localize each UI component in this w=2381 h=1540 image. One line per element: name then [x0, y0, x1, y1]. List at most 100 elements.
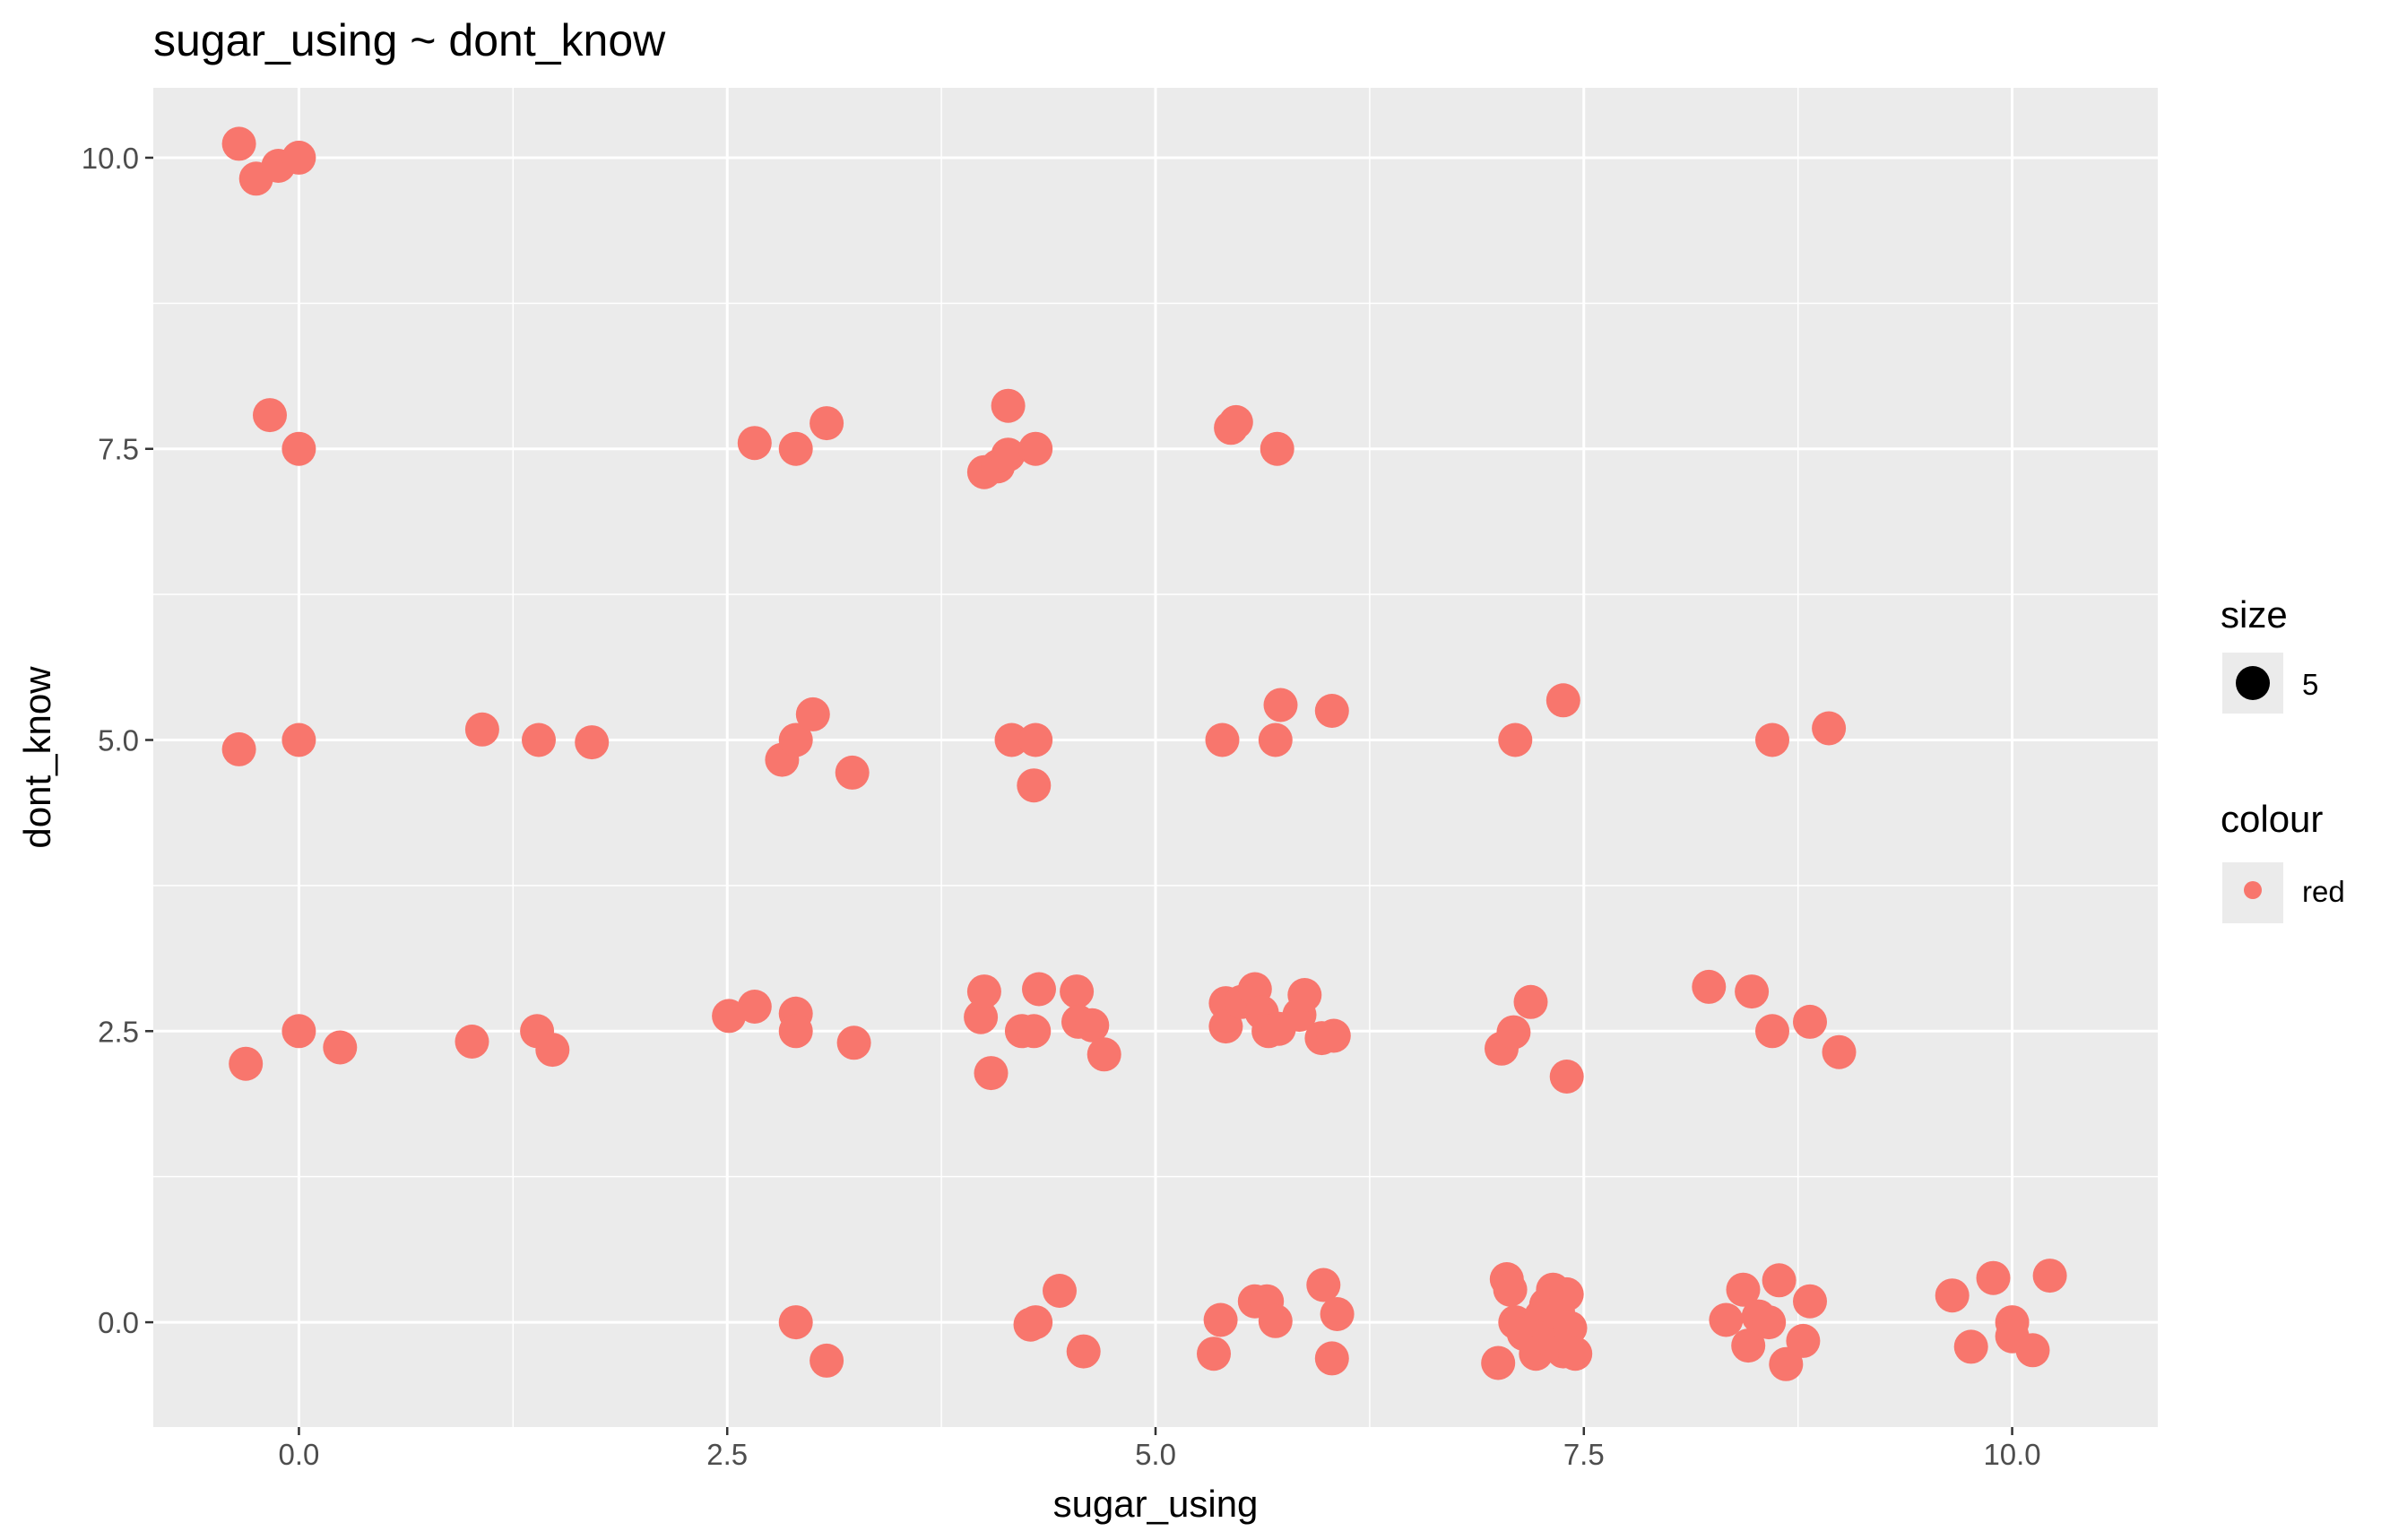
data-point	[281, 431, 316, 466]
data-point	[1018, 431, 1053, 466]
data-point	[1953, 1329, 1988, 1364]
y-tick-label: 0.0	[98, 1306, 139, 1339]
data-point	[1976, 1260, 2011, 1295]
data-point	[1314, 1341, 1349, 1376]
data-point	[1731, 1328, 1766, 1363]
data-point	[836, 1025, 871, 1060]
data-point	[1769, 1346, 1804, 1381]
data-point	[712, 999, 747, 1034]
data-point	[1320, 1297, 1355, 1331]
data-point	[1066, 1334, 1101, 1369]
data-point	[1022, 972, 1056, 1007]
data-point	[1287, 978, 1322, 1012]
data-point	[1481, 1345, 1516, 1380]
data-point	[464, 712, 499, 747]
data-point	[1793, 1284, 1827, 1319]
data-point	[1545, 683, 1580, 718]
data-point	[778, 1305, 813, 1340]
data-points	[221, 126, 2067, 1381]
data-point	[1726, 1272, 1761, 1307]
data-point	[810, 406, 844, 441]
data-point	[1260, 431, 1294, 466]
data-point	[1208, 1009, 1243, 1044]
data-point	[1553, 1311, 1588, 1345]
axis-ticks: 0.0 2.5 5.0 7.5 10.0 0.0 2.5 5.0 7.5 10.0	[82, 142, 2041, 1471]
data-point	[522, 722, 556, 757]
data-point	[455, 1025, 489, 1059]
data-point	[1493, 1272, 1528, 1307]
data-point	[795, 696, 830, 731]
data-point	[1087, 1037, 1121, 1072]
data-point	[1075, 1008, 1110, 1043]
data-point	[1812, 711, 1847, 746]
x-tick-label: 10.0	[1983, 1438, 2040, 1471]
data-point	[281, 722, 316, 757]
data-point	[1786, 1323, 1821, 1358]
data-point	[1793, 1004, 1827, 1039]
legend-colour-symbol	[2244, 881, 2262, 899]
x-tick-label: 2.5	[706, 1438, 748, 1471]
data-point	[1755, 722, 1789, 757]
x-tick-label: 5.0	[1135, 1438, 1176, 1471]
y-tick-label: 5.0	[98, 724, 139, 757]
data-point	[1218, 404, 1253, 439]
data-point	[994, 722, 1029, 757]
data-point	[221, 126, 256, 161]
legend-colour-title: colour	[2221, 798, 2323, 840]
data-point	[221, 731, 256, 766]
data-point	[964, 999, 999, 1034]
legend-size-title: size	[2221, 593, 2288, 636]
data-point	[1258, 1303, 1293, 1338]
data-point	[1197, 1337, 1231, 1371]
data-point	[1258, 722, 1293, 757]
data-point	[991, 388, 1026, 423]
data-point	[229, 1046, 264, 1081]
data-point	[323, 1030, 358, 1065]
data-point	[1306, 1267, 1341, 1302]
data-point	[1498, 722, 1533, 757]
data-point	[281, 140, 316, 175]
y-tick-label: 7.5	[98, 433, 139, 466]
data-point	[535, 1033, 570, 1068]
data-point	[1735, 974, 1770, 1009]
data-point	[1203, 1302, 1238, 1337]
data-point	[1709, 1302, 1744, 1337]
data-point	[1755, 1014, 1789, 1049]
data-point	[1762, 1263, 1797, 1298]
y-axis-title: dont_know	[16, 666, 58, 849]
data-point	[1263, 688, 1298, 722]
data-point	[1752, 1305, 1787, 1340]
y-tick-label: 10.0	[82, 142, 139, 175]
data-point	[737, 990, 772, 1024]
data-point	[1060, 974, 1095, 1009]
x-tick-label: 7.5	[1563, 1438, 1605, 1471]
data-point	[1692, 969, 1727, 1004]
legend-colour-label: red	[2302, 875, 2345, 908]
x-tick-label: 0.0	[279, 1438, 320, 1471]
data-point	[991, 437, 1026, 472]
data-point	[835, 755, 870, 790]
data-point	[1018, 722, 1053, 757]
y-tick-label: 2.5	[98, 1015, 139, 1048]
data-point	[966, 974, 1001, 1009]
data-point	[778, 431, 813, 466]
data-point	[1043, 1274, 1077, 1308]
data-point	[281, 1014, 316, 1049]
data-point	[1316, 1018, 1351, 1053]
data-point	[1822, 1034, 1857, 1069]
data-point	[1935, 1278, 1970, 1313]
data-point	[778, 1014, 813, 1049]
data-point	[1549, 1276, 1584, 1311]
data-point	[1558, 1337, 1593, 1371]
legend-size-label: 5	[2302, 668, 2318, 701]
legend-size-symbol	[2236, 666, 2270, 700]
data-point	[2032, 1259, 2067, 1293]
data-point	[1017, 1014, 1052, 1049]
data-point	[1017, 768, 1052, 803]
data-point	[1549, 1060, 1584, 1094]
data-point	[575, 725, 610, 760]
data-point	[2015, 1333, 2050, 1368]
data-point	[1314, 694, 1349, 728]
data-point	[1496, 1015, 1531, 1050]
